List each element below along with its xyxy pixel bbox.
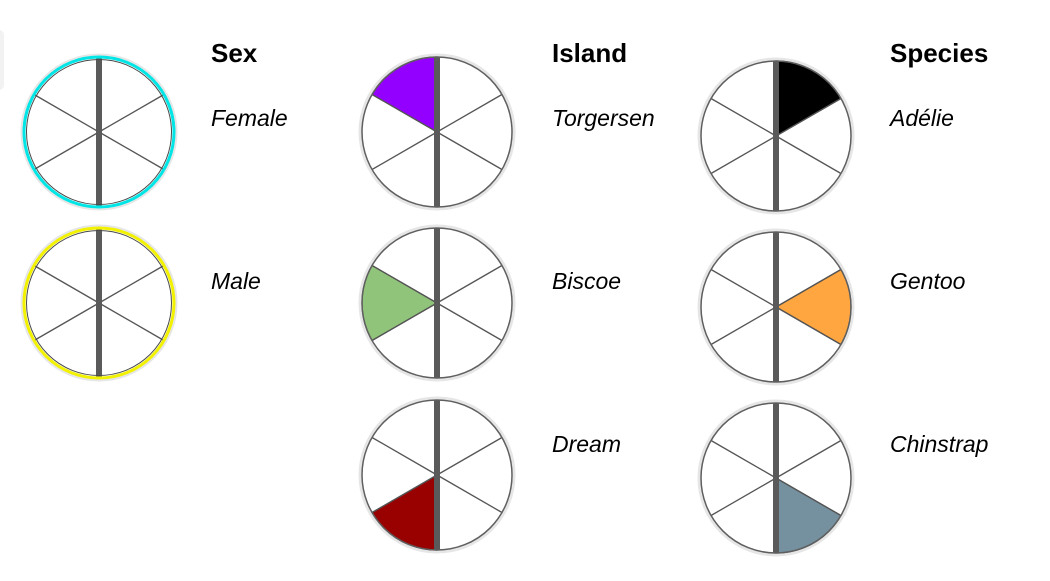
chinstrap-glyph [697, 399, 855, 557]
torgersen-spoke-1 [436, 93, 503, 133]
male-spoke-4 [33, 264, 100, 304]
chinstrap-spoke-2 [775, 477, 842, 517]
island-heading: Island [552, 38, 628, 68]
gentoo-ring [700, 231, 852, 383]
biscoe-glyph-halo [358, 224, 516, 382]
torgersen-label: Torgersen [552, 105, 655, 131]
adelie-ring [700, 60, 852, 212]
gentoo-spoke-2 [775, 306, 842, 346]
torgersen-glyph [358, 53, 516, 211]
dream-glyph-halo [358, 396, 516, 554]
torgersen-spoke-3 [371, 131, 438, 171]
female-spoke-4 [33, 93, 100, 133]
adelie-spoke-2 [775, 135, 842, 175]
torgersen-spoke-2 [436, 131, 503, 171]
biscoe-spoke-1 [436, 264, 503, 304]
male-glyph-halo [20, 224, 178, 382]
female-glyph-halo [20, 53, 178, 211]
torgersen-spoke-4 [371, 93, 438, 133]
species-heading: Species [890, 38, 989, 68]
male-spoke-3 [33, 302, 100, 342]
female-glyph [20, 53, 178, 211]
gentoo-label: Gentoo [890, 268, 966, 294]
male-glyph [20, 224, 178, 382]
female-spoke-3 [33, 131, 100, 171]
chinstrap-label: Chinstrap [890, 431, 989, 457]
adelie-spoke-3 [710, 135, 777, 175]
edge-marker [0, 30, 4, 90]
adelie-glyph-halo [697, 57, 855, 215]
torgersen-glyph-halo [358, 53, 516, 211]
dream-spoke-1 [436, 436, 503, 476]
female-spoke-1 [98, 93, 165, 133]
dream-glyph [358, 396, 516, 554]
gentoo-spoke-4 [710, 268, 777, 308]
gentoo-spoke-1 [775, 268, 842, 308]
biscoe-spoke-4 [371, 264, 438, 304]
male-inner-ring [26, 230, 172, 376]
male-spoke-2 [98, 302, 165, 342]
gentoo-spoke-3 [710, 306, 777, 346]
gentoo-glyph-halo [697, 228, 855, 386]
biscoe-spoke-2 [436, 302, 503, 342]
chinstrap-ring [700, 402, 852, 554]
chinstrap-spoke-4 [710, 439, 777, 479]
female-inner-ring [26, 59, 172, 205]
male-ring [22, 226, 176, 380]
dream-spoke-3 [371, 474, 438, 514]
biscoe-label: Biscoe [552, 268, 622, 294]
chinstrap-glyph-halo [697, 399, 855, 557]
biscoe-ring [361, 227, 513, 379]
adelie-glyph [697, 57, 855, 215]
torgersen-ring [361, 56, 513, 208]
adelie-spoke-1 [775, 97, 842, 137]
dream-spoke-2 [436, 474, 503, 514]
adelie-spoke-4 [710, 97, 777, 137]
female-spoke-2 [98, 131, 165, 171]
sex-heading: Sex [211, 38, 258, 68]
chinstrap-spoke-3 [710, 477, 777, 517]
dream-ring [361, 399, 513, 551]
male-label: Male [211, 268, 261, 294]
biscoe-spoke-3 [371, 302, 438, 342]
biscoe-glyph [358, 224, 516, 382]
adelie-label: Adélie [890, 105, 954, 131]
gentoo-glyph [697, 228, 855, 386]
female-label: Female [211, 105, 288, 131]
male-spoke-1 [98, 264, 165, 304]
chinstrap-spoke-1 [775, 439, 842, 479]
dream-label: Dream [552, 431, 622, 457]
dream-spoke-4 [371, 436, 438, 476]
female-ring [22, 55, 176, 209]
